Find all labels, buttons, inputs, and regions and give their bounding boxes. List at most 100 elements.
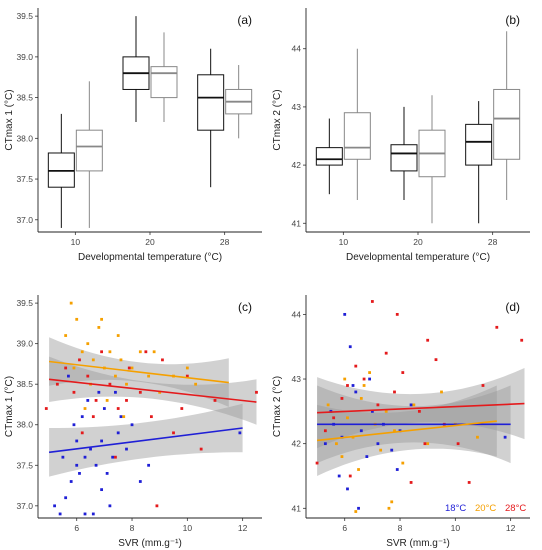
data-point [520, 338, 524, 342]
x-tick-label: 8 [398, 523, 403, 533]
box [197, 74, 225, 131]
data-point [213, 399, 217, 402]
data-point [368, 377, 372, 381]
data-point [114, 390, 117, 394]
y-tick-label: 41 [292, 503, 302, 513]
y-tick-label: 38.5 [16, 93, 33, 103]
data-point [69, 301, 73, 305]
box [465, 123, 493, 166]
data-point [61, 455, 65, 459]
regression-line [48, 427, 243, 454]
legend: 18°C 20°C 28°C [445, 503, 526, 514]
y-tick-label: 39.5 [16, 11, 33, 21]
data-point [323, 429, 327, 433]
data-point [100, 350, 104, 354]
data-point [116, 431, 120, 435]
data-point [379, 448, 383, 452]
data-point [91, 512, 95, 516]
data-point [335, 442, 338, 446]
data-point [75, 317, 79, 321]
y-axis-label: CTmax 2 (°C) [272, 89, 283, 150]
data-point [426, 442, 430, 446]
data-point [185, 366, 189, 370]
data-point [72, 366, 76, 370]
data-point [395, 468, 399, 471]
box [493, 88, 521, 160]
x-axis-label: Developmental temperature (°C) [346, 252, 490, 263]
data-point [346, 487, 349, 491]
data-point [64, 334, 68, 337]
data-point [343, 312, 347, 316]
x-tick-label: 10 [71, 237, 81, 247]
data-point [456, 442, 460, 446]
data-point [370, 300, 374, 303]
panel-label: (b) [505, 13, 520, 27]
regression-line [48, 378, 257, 403]
data-point [390, 448, 394, 452]
data-point [180, 407, 184, 410]
data-point [53, 504, 56, 508]
data-point [357, 468, 360, 471]
data-point [105, 472, 109, 475]
data-point [97, 390, 101, 394]
x-tick-label: 6 [342, 523, 347, 533]
data-point [354, 510, 358, 513]
data-point [108, 382, 112, 386]
data-point [64, 366, 68, 370]
y-tick-label: 39.0 [16, 339, 33, 349]
box [343, 112, 371, 160]
x-tick-label: 28 [220, 237, 230, 247]
data-point [125, 382, 128, 386]
data-point [80, 350, 84, 354]
y-tick-label: 42 [292, 160, 302, 170]
regression-line [316, 420, 497, 442]
data-point [72, 423, 76, 427]
data-point [130, 366, 134, 370]
data-point [130, 423, 134, 427]
x-axis-label: Developmental temperature (°C) [78, 252, 222, 263]
y-tick-label: 37.5 [16, 460, 33, 470]
y-axis-label: CTmax 1 (°C) [4, 89, 15, 150]
data-point [80, 431, 84, 435]
data-point [434, 358, 438, 362]
data-point [144, 350, 148, 354]
data-point [503, 435, 507, 439]
data-point [125, 399, 128, 402]
data-point [337, 474, 341, 478]
data-point [354, 390, 358, 394]
data-point [108, 350, 112, 354]
data-point [122, 415, 126, 419]
data-point [100, 439, 104, 443]
data-point [376, 403, 380, 407]
data-point [199, 447, 203, 451]
data-point [401, 371, 405, 374]
data-point [362, 377, 366, 381]
data-point [75, 439, 79, 443]
data-point [75, 463, 79, 467]
y-tick-label: 37.0 [16, 501, 33, 511]
y-axis-label: CTmax 1 (°C) [4, 376, 15, 437]
y-tick-label: 37.0 [16, 215, 33, 225]
y-tick-label: 42 [292, 439, 302, 449]
y-tick-label: 38.0 [16, 420, 33, 430]
panel-c: 6 8 10 12 37.0 37.5 38.0 38.5 39.0 39.5 SVR (mm.g⁻… [4, 295, 262, 549]
data-point [423, 442, 427, 446]
box [75, 129, 103, 172]
x-tick-label: 10 [183, 523, 193, 533]
y-tick-label: 39.5 [16, 298, 33, 308]
data-point [152, 350, 156, 354]
legend-item: 28°C [505, 503, 526, 514]
data-point [354, 364, 358, 368]
data-point [91, 415, 95, 419]
y-tick-label: 44 [292, 44, 302, 54]
panel-d: 6 8 10 12 41 42 43 44 SVR (mm.g⁻¹) CTmax 2 (°C) (d… [272, 295, 530, 549]
data-point [114, 374, 117, 378]
data-point [359, 397, 363, 400]
data-point [393, 390, 396, 394]
data-point [395, 312, 399, 316]
data-point [67, 374, 70, 378]
data-point [147, 374, 151, 378]
data-point [83, 407, 87, 410]
y-tick-label: 43 [292, 102, 302, 112]
